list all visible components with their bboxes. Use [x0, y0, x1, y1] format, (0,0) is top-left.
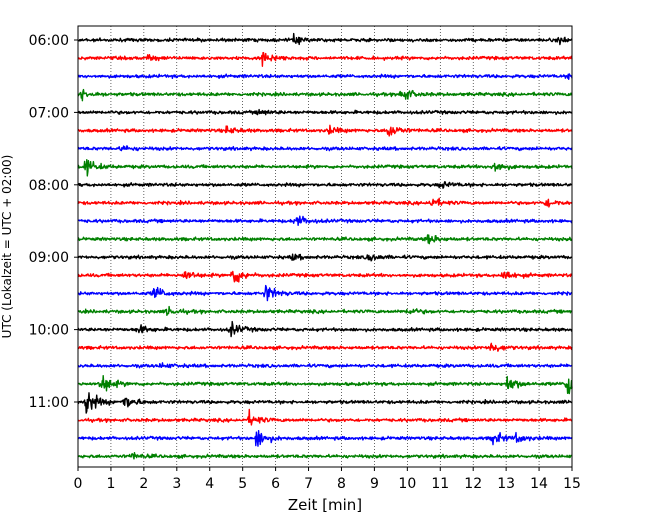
x-tick-label: 14	[530, 476, 548, 492]
x-tick-label: 3	[172, 476, 181, 492]
x-tick-label: 4	[205, 476, 214, 492]
trace-line	[77, 284, 573, 302]
y-axis-label: UTC (Lokalzeit = UTC + 02:00)	[0, 155, 14, 339]
trace-line	[77, 305, 573, 317]
x-tick-label: 10	[398, 476, 416, 492]
plot-frame	[77, 25, 573, 468]
trace-line	[77, 234, 573, 245]
x-tick-label: 0	[74, 476, 83, 492]
y-tick-label: 11:00	[29, 395, 69, 411]
x-tick-label: 11	[431, 476, 449, 492]
trace-line	[77, 342, 573, 352]
trace-line	[77, 51, 573, 67]
y-axis-ticks: 06:00 07:00 08:00 09:00 10:00 11:00	[29, 33, 78, 411]
x-tick-label: 1	[106, 476, 115, 492]
x-tick-label: 7	[304, 476, 313, 492]
trace-line	[77, 362, 573, 369]
trace-line	[77, 253, 573, 262]
y-tick-label: 09:00	[29, 250, 69, 266]
trace-line	[77, 392, 573, 414]
trace-line	[77, 181, 573, 189]
x-tick-label: 9	[370, 476, 379, 492]
trace-line	[77, 408, 573, 426]
y-tick-label: 06:00	[29, 33, 69, 49]
x-axis-ticks: 0 1 2 3 4 5 6 7 8 9 10 11 12 13 14 15	[74, 467, 581, 492]
y-tick-label: 08:00	[29, 178, 69, 194]
trace-line	[77, 430, 573, 447]
trace-line	[77, 320, 573, 338]
x-tick-label: 13	[497, 476, 515, 492]
trace-line	[77, 88, 573, 102]
trace-line	[77, 108, 573, 116]
trace-line	[77, 32, 573, 46]
trace-line	[77, 145, 573, 152]
x-axis-label: Zeit [min]	[288, 496, 362, 514]
y-tick-label: 10:00	[29, 323, 69, 339]
x-tick-label: 15	[563, 476, 581, 492]
trace-line	[77, 375, 573, 395]
seismogram-traces	[77, 32, 573, 460]
trace-line	[77, 158, 573, 177]
x-tick-label: 2	[139, 476, 148, 492]
trace-line	[77, 124, 573, 137]
trace-line	[77, 270, 573, 283]
x-tick-label: 8	[337, 476, 346, 492]
x-tick-label: 6	[271, 476, 280, 492]
trace-line	[77, 452, 573, 460]
trace-line	[77, 197, 573, 208]
x-tick-label: 12	[464, 476, 482, 492]
trace-line	[77, 73, 573, 81]
x-tick-label: 5	[238, 476, 247, 492]
trace-line	[77, 215, 573, 226]
y-tick-label: 07:00	[29, 105, 69, 121]
